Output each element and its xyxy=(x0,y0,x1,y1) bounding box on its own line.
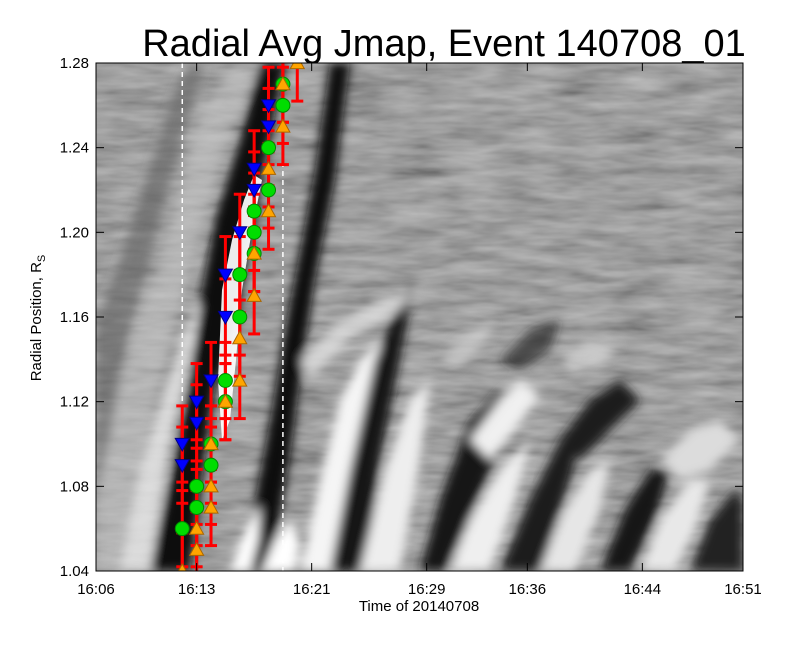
y-axis-label: Radial Position, RS xyxy=(28,255,48,382)
circle-point xyxy=(261,182,277,198)
x-tick-label: 16:29 xyxy=(408,581,446,598)
jmap-background xyxy=(96,63,743,571)
y-tick-label: 1.16 xyxy=(60,309,89,326)
up-triangle-point xyxy=(177,562,187,571)
x-tick-label: 16:06 xyxy=(77,581,115,598)
up-triangle-point xyxy=(231,372,248,387)
up-triangle-point xyxy=(203,499,219,514)
down-triangle-point xyxy=(246,162,263,177)
up-triangle-point xyxy=(188,541,205,556)
up-triangle-point xyxy=(289,63,306,70)
down-triangle-point xyxy=(246,183,263,199)
y-tick-label: 1.24 xyxy=(60,140,89,157)
x-axis-ticks: 16:06 16:13 16:21 16:29 16:36 16:44 16:51 xyxy=(77,63,762,598)
circle-point xyxy=(217,373,233,388)
y-tick-label: 1.04 xyxy=(60,563,89,580)
up-triangle-point xyxy=(217,393,234,408)
circle-point xyxy=(275,97,291,113)
up-triangle-point xyxy=(203,478,219,493)
x-tick-label: 16:36 xyxy=(509,581,547,598)
up-triangle-point xyxy=(260,160,277,175)
x-tick-label: 16:13 xyxy=(178,581,216,598)
down-triangle-point xyxy=(231,226,248,241)
chart-title: Radial Avg Jmap, Event 140708_01 xyxy=(142,23,746,65)
down-triangle-point xyxy=(174,459,191,474)
circle-point xyxy=(246,203,262,219)
y-axis-ticks: 1.04 1.08 1.12 1.16 1.20 1.24 1.28 xyxy=(60,55,743,580)
y-axis-label-subscript: S xyxy=(36,255,48,262)
y-tick-label: 1.28 xyxy=(60,55,89,72)
y-tick-label: 1.08 xyxy=(60,478,89,495)
y-tick-label: 1.20 xyxy=(60,224,89,241)
down-triangle-point xyxy=(203,374,219,389)
up-triangle-point xyxy=(260,203,277,218)
up-triangle-point xyxy=(188,520,205,535)
circle-point xyxy=(261,140,277,156)
up-triangle-point xyxy=(275,118,291,133)
down-triangle-point xyxy=(260,120,277,135)
up-triangle-point xyxy=(203,435,219,451)
data-points xyxy=(174,63,306,571)
up-triangle-point xyxy=(246,245,263,260)
down-triangle-point xyxy=(188,395,205,410)
down-triangle-point xyxy=(174,437,191,453)
circle-point xyxy=(232,267,248,283)
circle-point xyxy=(189,500,205,515)
up-triangle-point xyxy=(231,330,248,345)
circle-point xyxy=(174,521,190,537)
x-axis-label: Time of 20140708 xyxy=(359,598,479,615)
circle-point xyxy=(246,224,262,240)
y-axis-label-text: Radial Position, R xyxy=(28,262,45,381)
down-triangle-point xyxy=(217,268,234,283)
x-tick-label: 16:21 xyxy=(293,581,331,598)
x-tick-label: 16:51 xyxy=(724,581,762,598)
down-triangle-point xyxy=(188,416,205,431)
up-triangle-point xyxy=(275,76,291,91)
circle-point xyxy=(189,478,205,494)
down-triangle-point xyxy=(217,310,234,326)
circle-point xyxy=(232,309,248,325)
down-triangle-point xyxy=(260,99,277,114)
y-tick-label: 1.12 xyxy=(60,394,89,411)
circle-point xyxy=(203,457,219,473)
x-tick-label: 16:44 xyxy=(624,581,662,598)
up-triangle-point xyxy=(246,287,263,302)
